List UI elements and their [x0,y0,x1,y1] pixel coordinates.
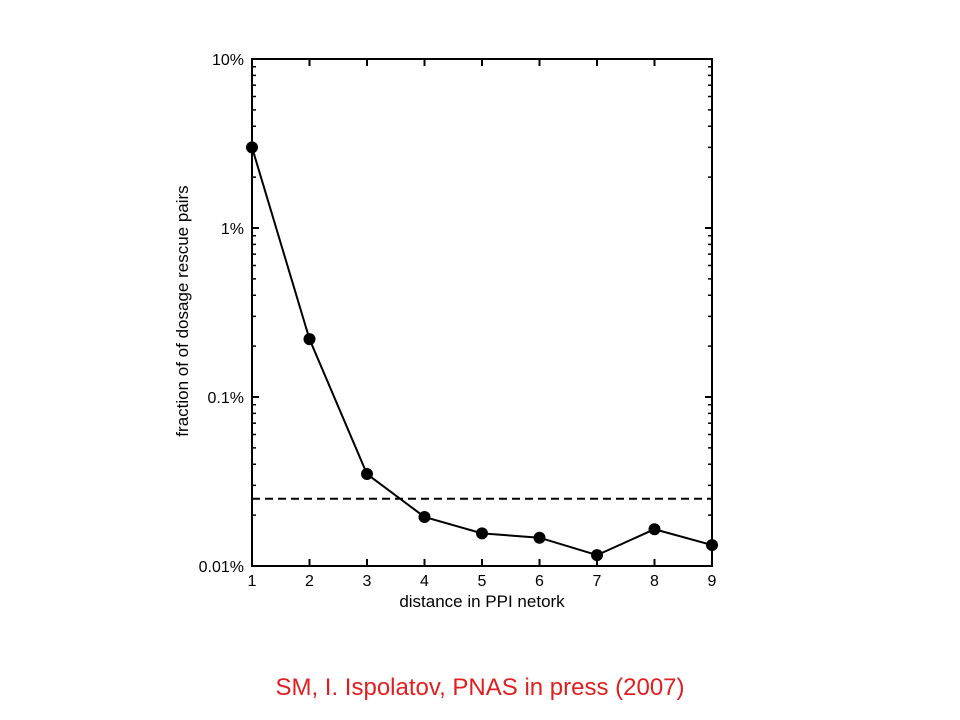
x-tick-label: 5 [478,573,487,590]
x-axis-label: distance in PPI netork [399,592,565,611]
data-point [533,531,546,544]
x-tick-label: 6 [535,573,544,590]
x-tick-label: 3 [363,573,372,590]
plot-frame [251,58,713,567]
y-tick-label: 0.1% [208,390,244,407]
caption: SM, I. Ispolatov, PNAS in press (2007) [275,674,685,701]
ticks: 1 2 3 4 5 6 7 8 9 0.01% 0.1% 1% 10% [199,52,717,590]
y-tick-label: 0.01% [199,559,244,576]
data-point [303,333,316,346]
y-tick-label: 1% [221,221,244,238]
x-tick-label: 1 [248,573,257,590]
series-line [251,147,713,557]
data-point [476,527,488,540]
data-point [418,510,431,523]
data-point [246,141,258,154]
data-point [361,468,373,481]
data-point [706,539,718,552]
y-axis-label: fraction of of dosage rescue pairs [173,185,192,436]
series-group [246,141,718,562]
x-tick-label: 7 [593,573,602,590]
data-point [591,549,603,562]
x-tick-label: 4 [420,573,429,590]
x-tick-label: 8 [650,573,659,590]
x-tick-label: 9 [708,573,717,590]
data-point [648,523,661,536]
axes [251,58,713,567]
y-tick-label: 10% [212,52,244,69]
x-tick-label: 2 [305,573,314,590]
